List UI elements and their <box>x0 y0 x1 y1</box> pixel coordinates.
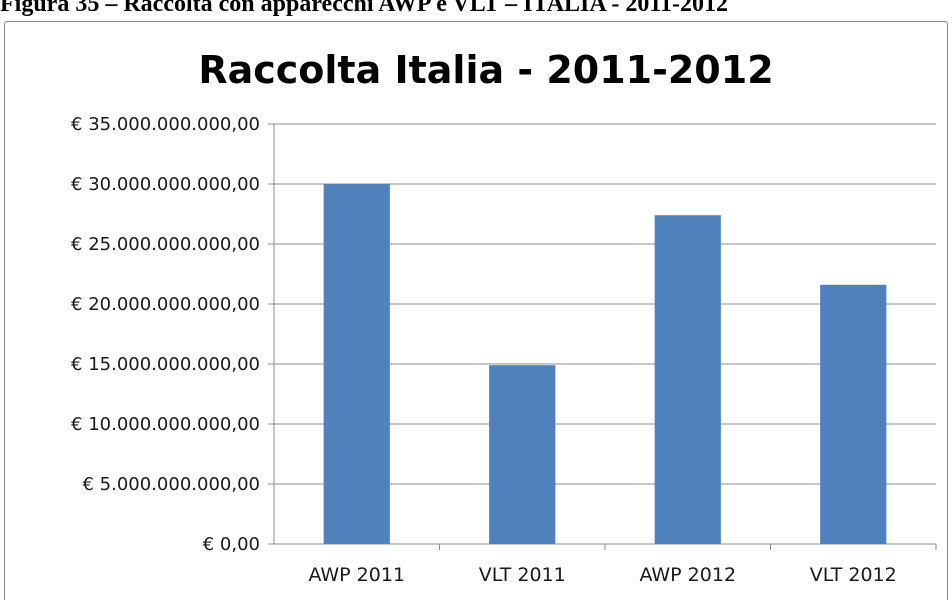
x-category-label: AWP 2011 <box>308 564 405 586</box>
chart-title: Raccolta Italia - 2011-2012 <box>198 48 773 92</box>
y-tick-label: € 30.000.000.000,00 <box>71 174 260 195</box>
y-tick-label: € 0,00 <box>203 534 260 555</box>
bar-awp-2011 <box>323 184 390 544</box>
x-axis-categories: AWP 2011 VLT 2011 AWP 2012 VLT 2012 <box>308 564 896 586</box>
y-tick-label: € 35.000.000.000,00 <box>71 114 260 135</box>
figure-caption: Figura 35 – Raccolta con apparecchi AWP … <box>0 0 729 17</box>
y-axis-ticks: € 0,00 € 5.000.000.000,00 € 10.000.000.000… <box>71 114 260 555</box>
y-tick-label: € 25.000.000.000,00 <box>71 234 260 255</box>
bar-vlt-2012 <box>820 284 887 544</box>
bar-vlt-2011 <box>489 365 556 544</box>
y-tick-label: € 20.000.000.000,00 <box>71 294 260 315</box>
y-tick-label: € 10.000.000.000,00 <box>71 414 260 435</box>
y-tick-label: € 15.000.000.000,00 <box>71 354 260 375</box>
bars <box>323 184 887 544</box>
bar-awp-2012 <box>654 215 721 544</box>
x-category-label: VLT 2012 <box>810 564 897 586</box>
y-tick-label: € 5.000.000.000,00 <box>83 474 261 495</box>
x-category-label: VLT 2011 <box>479 564 566 586</box>
chart-frame <box>4 21 948 600</box>
x-category-label: AWP 2012 <box>639 564 736 586</box>
